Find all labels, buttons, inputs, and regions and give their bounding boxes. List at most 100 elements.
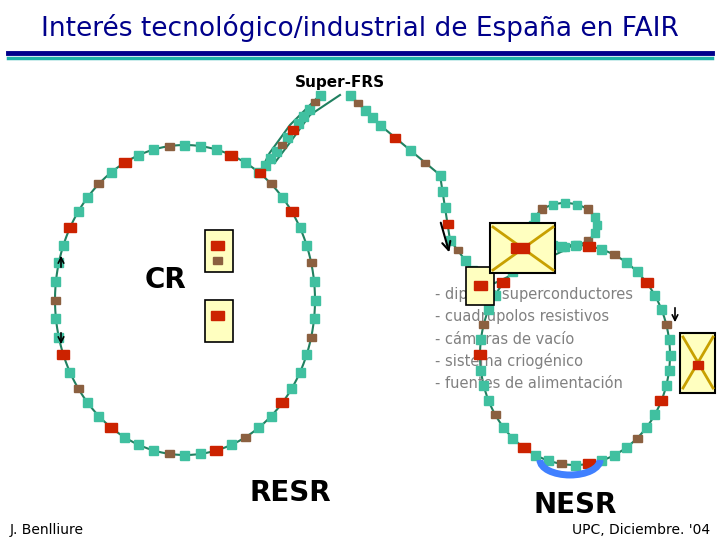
Bar <box>94 180 103 187</box>
Bar <box>73 384 83 391</box>
Bar <box>454 247 462 253</box>
Bar <box>570 461 580 469</box>
Bar <box>598 456 606 465</box>
Bar <box>490 411 500 418</box>
Bar <box>665 335 673 344</box>
Bar <box>642 422 652 431</box>
Bar <box>241 158 250 167</box>
Bar <box>549 241 557 249</box>
Text: - dipolos superconductores: - dipolos superconductores <box>435 287 633 302</box>
Bar <box>421 159 429 165</box>
Text: J. Benlliure: J. Benlliure <box>10 523 84 537</box>
Bar <box>390 133 400 141</box>
Bar <box>474 280 487 289</box>
Text: Interés tecnológico/industrial de España en FAIR: Interés tecnológico/industrial de España… <box>41 14 679 42</box>
Bar <box>561 243 569 251</box>
Bar <box>484 396 493 405</box>
Bar <box>570 240 580 249</box>
Bar <box>299 112 308 121</box>
Bar <box>135 441 143 449</box>
Bar <box>549 201 557 208</box>
Bar <box>561 199 569 207</box>
Bar <box>210 310 223 320</box>
Text: Super-FRS: Super-FRS <box>295 75 385 90</box>
Bar <box>149 446 158 455</box>
Bar <box>441 203 449 212</box>
Bar <box>282 133 292 142</box>
Bar <box>310 277 318 286</box>
Bar <box>266 180 276 187</box>
Bar <box>508 434 517 443</box>
Bar <box>539 237 546 245</box>
Bar <box>165 450 174 457</box>
Bar <box>539 205 546 213</box>
Bar <box>105 423 117 432</box>
Bar <box>107 168 116 177</box>
Bar <box>480 381 488 390</box>
Bar <box>610 252 619 259</box>
Bar <box>307 334 316 341</box>
Bar <box>531 252 540 259</box>
Bar <box>474 350 486 360</box>
Bar <box>135 151 143 160</box>
Bar <box>531 230 539 238</box>
Bar <box>51 277 60 286</box>
Bar <box>443 220 452 228</box>
Bar <box>205 230 233 272</box>
Bar <box>277 141 286 147</box>
Text: - sistema criogénico: - sistema criogénico <box>435 353 583 369</box>
Bar <box>582 460 595 468</box>
Bar <box>557 241 566 251</box>
Bar <box>531 213 539 220</box>
Bar <box>54 333 63 342</box>
Bar <box>54 259 63 267</box>
Bar <box>73 207 83 217</box>
Bar <box>593 221 601 229</box>
Bar <box>376 120 384 130</box>
Bar <box>405 145 415 154</box>
Bar <box>241 434 250 441</box>
Bar <box>296 368 305 376</box>
Bar <box>296 224 305 232</box>
Bar <box>508 267 517 276</box>
Bar <box>518 443 530 452</box>
Bar <box>254 168 264 177</box>
Bar <box>650 291 660 300</box>
Bar <box>680 333 715 393</box>
Bar <box>582 241 595 251</box>
Bar <box>657 305 666 314</box>
Bar <box>119 158 130 167</box>
Bar <box>212 145 220 154</box>
Bar <box>50 296 60 303</box>
Text: - cuadrupolos resistivos: - cuadrupolos resistivos <box>435 309 609 325</box>
Bar <box>59 240 68 249</box>
Bar <box>196 141 205 151</box>
Bar <box>498 279 509 287</box>
Bar <box>94 411 103 421</box>
Bar <box>544 245 553 254</box>
Bar <box>346 91 354 99</box>
Bar <box>641 279 653 287</box>
Bar <box>468 266 477 274</box>
Bar <box>590 213 598 220</box>
Bar <box>446 235 454 245</box>
Bar <box>633 435 642 442</box>
Bar <box>573 241 581 249</box>
Bar <box>84 193 92 202</box>
Text: UPC, Diciembre. '04: UPC, Diciembre. '04 <box>572 523 710 537</box>
Text: - cámaras de vacío: - cámaras de vacío <box>435 332 575 347</box>
Bar <box>477 335 485 344</box>
Bar <box>181 450 189 460</box>
Bar <box>165 143 174 150</box>
Bar <box>490 223 555 273</box>
Bar <box>310 99 318 105</box>
Bar <box>531 450 540 460</box>
Bar <box>610 450 619 460</box>
Bar <box>51 314 60 323</box>
Bar <box>149 145 158 154</box>
Bar <box>477 366 485 375</box>
Bar <box>544 456 553 465</box>
Bar <box>266 154 275 163</box>
Bar <box>361 105 369 114</box>
Bar <box>210 446 222 455</box>
